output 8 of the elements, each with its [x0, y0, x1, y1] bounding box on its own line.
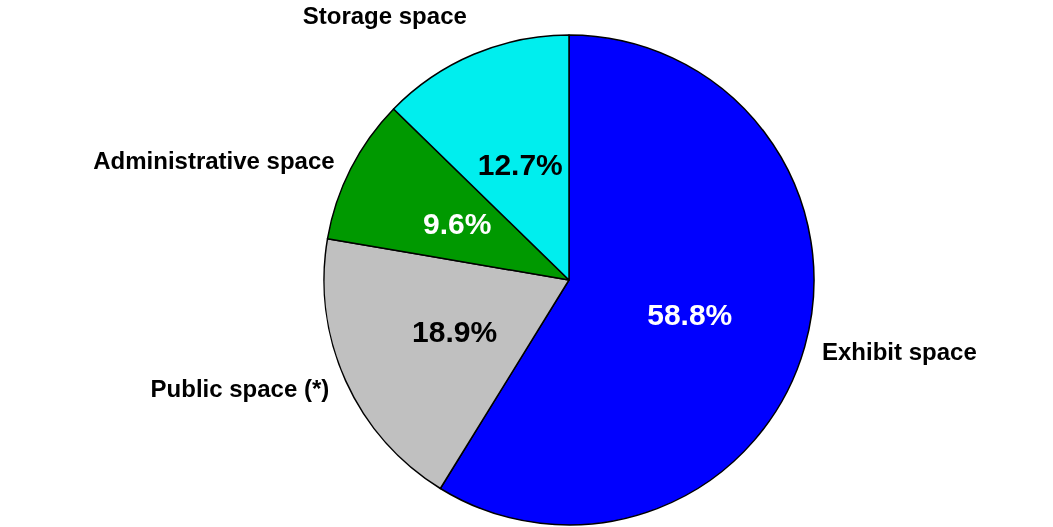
slice-label: Exhibit space	[822, 338, 977, 366]
data-label: 9.6%	[422, 206, 492, 240]
data-label: 18.9%	[412, 315, 498, 349]
slice-label: Administrative space	[93, 147, 335, 175]
data-label: 12.7%	[477, 147, 563, 181]
slice-label: Public space (*)	[150, 374, 330, 402]
data-label: 58.8%	[647, 297, 733, 331]
slice-label: Storage space	[302, 2, 467, 30]
